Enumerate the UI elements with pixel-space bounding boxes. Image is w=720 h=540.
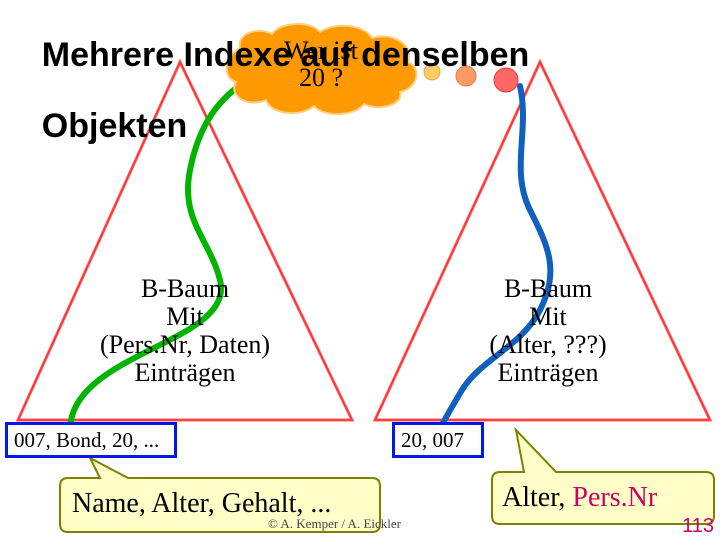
left-leaf-text: 007, Bond, 20, ... <box>14 428 159 453</box>
right-leaf-text: 20, 007 <box>401 428 464 453</box>
right-leaf-box: 20, 007 <box>392 422 484 458</box>
title-line-2: Objekten <box>42 107 187 145</box>
cloud-line2: 20 ? <box>299 64 343 91</box>
right-callout-persnr: Pers.Nr <box>572 482 657 513</box>
right-callout-pre: Alter, <box>502 482 572 513</box>
right-callout-text: Alter, Pers.Nr <box>502 482 657 514</box>
right-tree-label: B-Baum Mit (Alter, ???) Einträgen <box>448 275 648 387</box>
left-tree-label: B-Baum Mit (Pers.Nr, Daten) Einträgen <box>80 275 290 387</box>
query-cloud: Wer ist 20 ? <box>226 24 416 104</box>
cloud-line1: Wer ist <box>284 37 358 64</box>
left-leaf-box: 007, Bond, 20, ... <box>5 422 177 458</box>
footer-citation: © A. Kemper / A. Eickler <box>268 516 401 532</box>
page-number: 113 <box>682 515 714 538</box>
